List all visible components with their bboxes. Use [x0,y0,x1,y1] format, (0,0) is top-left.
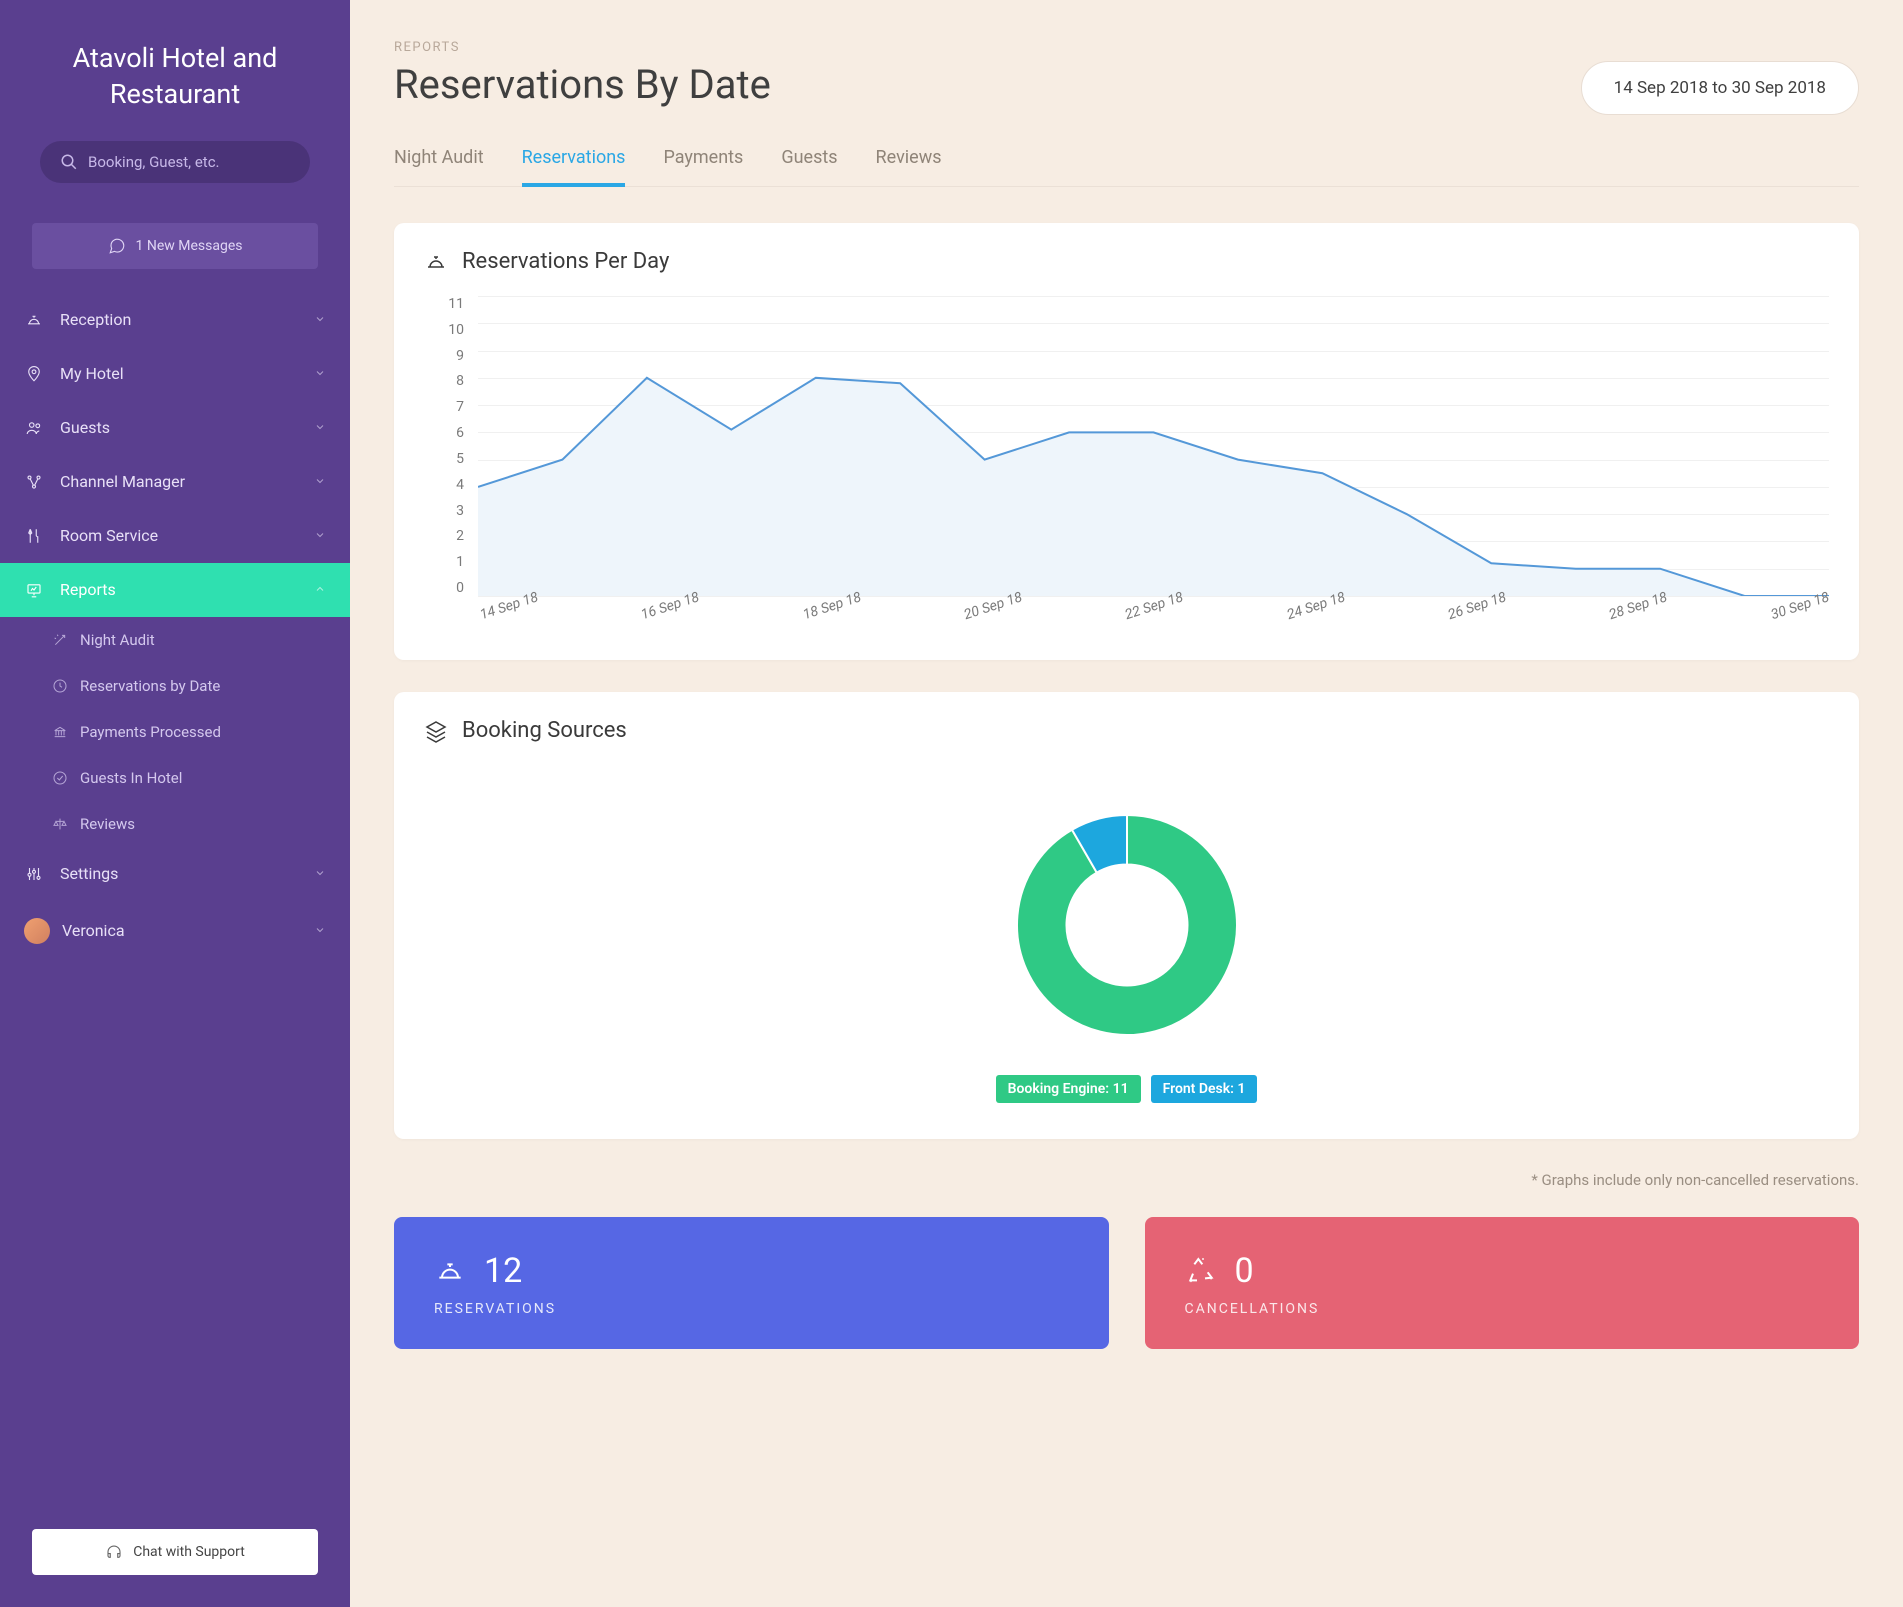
branches-icon [24,472,44,492]
tab-guests[interactable]: Guests [781,137,837,186]
main: REPORTS Reservations By Date 14 Sep 2018… [350,0,1903,1607]
sidebar-item-label: Guests [60,418,110,437]
chat-support-button[interactable]: Chat with Support [32,1529,318,1575]
sidebar-item-label: Channel Manager [60,472,185,491]
tab-reservations[interactable]: Reservations [522,137,626,186]
cancellations-stat-card: 0 CANCELLATIONS [1145,1217,1860,1349]
chevron-down-icon [314,418,326,437]
donut-chart [424,765,1829,1075]
sidebar-item-room-service[interactable]: Room Service [0,509,350,563]
sidebar-sub-payments-processed[interactable]: Payments Processed [0,709,350,755]
sidebar-item-settings[interactable]: Settings [0,847,350,901]
tab-reviews[interactable]: Reviews [876,137,942,186]
map-pin-icon [24,364,44,384]
page-title: Reservations By Date [394,61,771,108]
bank-icon [52,724,68,740]
chevron-down-icon [314,472,326,491]
sidebar-sub-label: Guests In Hotel [80,769,182,787]
sidebar-item-label: Reports [60,580,116,599]
cancellations-count: 0 [1235,1251,1254,1291]
clock-icon [52,678,68,694]
bell-icon [424,250,448,274]
chevron-down-icon [314,364,326,383]
tab-night-audit[interactable]: Night Audit [394,137,484,186]
legend-pill: Booking Engine: 11 [996,1075,1141,1103]
search-icon [60,153,78,171]
report-tabs: Night Audit Reservations Payments Guests… [394,137,1859,187]
bell-icon [24,310,44,330]
footnote: * Graphs include only non-cancelled rese… [394,1171,1859,1189]
cancellations-label: CANCELLATIONS [1185,1301,1820,1317]
users-icon [24,418,44,438]
sidebar-item-my-hotel[interactable]: My Hotel [0,347,350,401]
search-input[interactable]: Booking, Guest, etc. [40,141,310,183]
search-placeholder: Booking, Guest, etc. [88,153,220,171]
sidebar-sub-label: Payments Processed [80,723,221,741]
chevron-down-icon [314,310,326,329]
support-label: Chat with Support [133,1544,245,1560]
date-range-picker[interactable]: 14 Sep 2018 to 30 Sep 2018 [1581,61,1859,115]
chevron-down-icon [314,921,326,940]
sidebar-sub-reviews[interactable]: Reviews [0,801,350,847]
sidebar-item-reception[interactable]: Reception [0,293,350,347]
sidebar-sub-label: Reviews [80,815,135,833]
recycle-icon [1185,1255,1217,1287]
sidebar-item-channel-manager[interactable]: Channel Manager [0,455,350,509]
legend-pill: Front Desk: 1 [1151,1075,1258,1103]
sidebar-sub-label: Reservations by Date [80,677,220,695]
sidebar-item-label: Reception [60,310,131,329]
check-circle-icon [52,770,68,786]
breadcrumb: REPORTS [394,40,1859,55]
chevron-down-icon [314,864,326,883]
headset-icon [105,1543,123,1561]
scale-icon [52,816,68,832]
card-title-text: Reservations Per Day [462,249,669,274]
sidebar-sub-reservations-by-date[interactable]: Reservations by Date [0,663,350,709]
chevron-up-icon [314,580,326,599]
messages-label: 1 New Messages [136,238,243,254]
donut-legend: Booking Engine: 11 Front Desk: 1 [424,1075,1829,1103]
sidebar-item-guests[interactable]: Guests [0,401,350,455]
tab-payments[interactable]: Payments [663,137,743,186]
reservations-per-day-card: Reservations Per Day 11109876543210 14 S… [394,223,1859,660]
bell-icon [434,1255,466,1287]
hotel-name: Atavoli Hotel and Restaurant [0,24,350,141]
sidebar-item-label: Room Service [60,526,158,545]
reservations-label: RESERVATIONS [434,1301,1069,1317]
sidebar-item-reports[interactable]: Reports [0,563,350,617]
sidebar-item-label: My Hotel [60,364,124,383]
nav: Reception My Hotel Guests Channel Manage… [0,293,350,1497]
chart-y-axis: 11109876543210 [424,296,478,596]
card-title-text: Booking Sources [462,718,627,743]
utensils-icon [24,526,44,546]
sliders-icon [24,864,44,884]
avatar [24,918,50,944]
user-name: Veronica [62,921,125,940]
wand-icon [52,632,68,648]
line-chart [478,296,1829,596]
layers-icon [424,719,448,743]
sidebar-item-label: Settings [60,864,118,883]
sidebar-sub-night-audit[interactable]: Night Audit [0,617,350,663]
reservations-count: 12 [484,1251,522,1291]
chevron-down-icon [314,526,326,545]
sidebar-sub-label: Night Audit [80,631,155,649]
chart-x-axis: 14 Sep 1816 Sep 1818 Sep 1820 Sep 1822 S… [478,608,1829,624]
booking-sources-card: Booking Sources Booking Engine: 11 Front … [394,692,1859,1139]
sidebar: Atavoli Hotel and Restaurant Booking, Gu… [0,0,350,1607]
sidebar-item-user[interactable]: Veronica [0,901,350,961]
reservations-stat-card: 12 RESERVATIONS [394,1217,1109,1349]
presentation-icon [24,580,44,600]
sidebar-sub-guests-in-hotel[interactable]: Guests In Hotel [0,755,350,801]
chat-icon [108,237,126,255]
messages-button[interactable]: 1 New Messages [32,223,318,269]
